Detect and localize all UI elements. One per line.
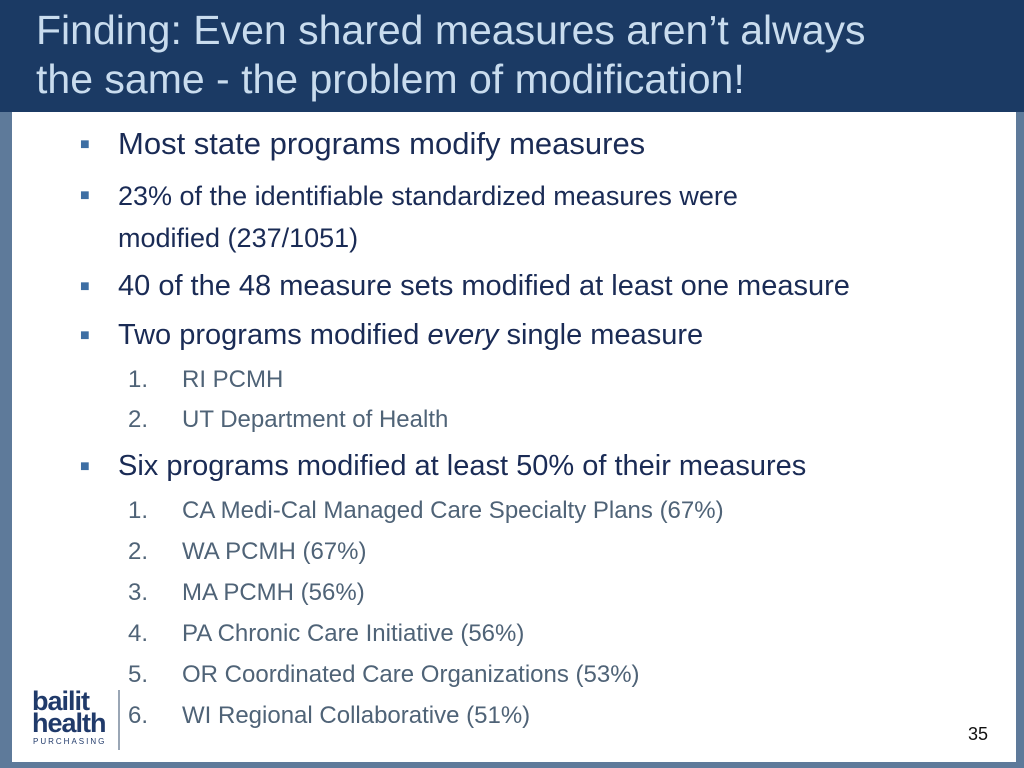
logo-text-purchasing: PURCHASING bbox=[33, 737, 107, 746]
logo-divider bbox=[118, 690, 120, 750]
title-line-1: Finding: Even shared measures aren’t alw… bbox=[36, 7, 866, 53]
frame-right-border bbox=[1016, 0, 1024, 768]
subitem-number: 1. bbox=[128, 366, 149, 393]
bullet-4: Two programs modified every single measu… bbox=[118, 315, 703, 355]
subitem-number: 3. bbox=[128, 579, 149, 606]
bullet-1: Most state programs modify measures bbox=[118, 126, 646, 161]
bullet-marker: ■ bbox=[80, 327, 90, 344]
bullet-2-line-1: 23% of the identifiable standardized mea… bbox=[118, 181, 738, 211]
subitem-number: 1. bbox=[128, 497, 149, 524]
subitem: OR Coordinated Care Organizations (53%) bbox=[182, 661, 640, 688]
bullet-5: Six programs modified at least 50% of th… bbox=[118, 450, 807, 482]
subitem: MA PCMH (56%) bbox=[182, 579, 365, 606]
subitem: WI Regional Collaborative (51%) bbox=[182, 702, 531, 729]
subitem: RI PCMH bbox=[182, 366, 284, 393]
subitem-number: 2. bbox=[128, 538, 149, 565]
slide-content bbox=[12, 112, 1016, 762]
title-line-2: the same - the problem of modification! bbox=[36, 56, 745, 102]
frame-bottom-border bbox=[0, 762, 1024, 768]
logo-text-bailit: bailit bbox=[32, 686, 90, 716]
bullet-marker: ■ bbox=[80, 458, 90, 475]
bullet-4-post: single measure bbox=[498, 319, 704, 351]
bullet-4-pre: Two programs modified bbox=[118, 319, 428, 351]
subitem: UT Department of Health bbox=[182, 406, 449, 433]
page-number: 35 bbox=[967, 724, 988, 744]
bullet-4-emphasis: every bbox=[427, 319, 499, 351]
slide-header: Finding: Even shared measures aren’t alw… bbox=[0, 0, 1024, 112]
subitem: PA Chronic Care Initiative (56%) bbox=[182, 620, 525, 647]
slide-title: Finding: Even shared measures aren’t alw… bbox=[36, 6, 996, 104]
bullet-marker: ■ bbox=[80, 136, 90, 153]
subitem-number: 4. bbox=[128, 620, 149, 647]
bullet-2-line-2: modified (237/1051) bbox=[118, 223, 359, 253]
bailit-health-logo: bailit health PURCHASING bbox=[30, 688, 130, 752]
subitem: WA PCMH (67%) bbox=[182, 538, 367, 565]
frame-left-border bbox=[0, 0, 12, 768]
logo-text-health: health bbox=[32, 708, 107, 738]
bullet-marker: ■ bbox=[80, 187, 90, 204]
subitem: CA Medi-Cal Managed Care Specialty Plans… bbox=[182, 497, 724, 524]
bullet-3: 40 of the 48 measure sets modified at le… bbox=[118, 270, 850, 302]
subitem-number: 2. bbox=[128, 406, 149, 433]
bullet-marker: ■ bbox=[80, 278, 90, 295]
subitem-number: 5. bbox=[128, 661, 149, 688]
subitem-number: 6. bbox=[128, 702, 149, 729]
